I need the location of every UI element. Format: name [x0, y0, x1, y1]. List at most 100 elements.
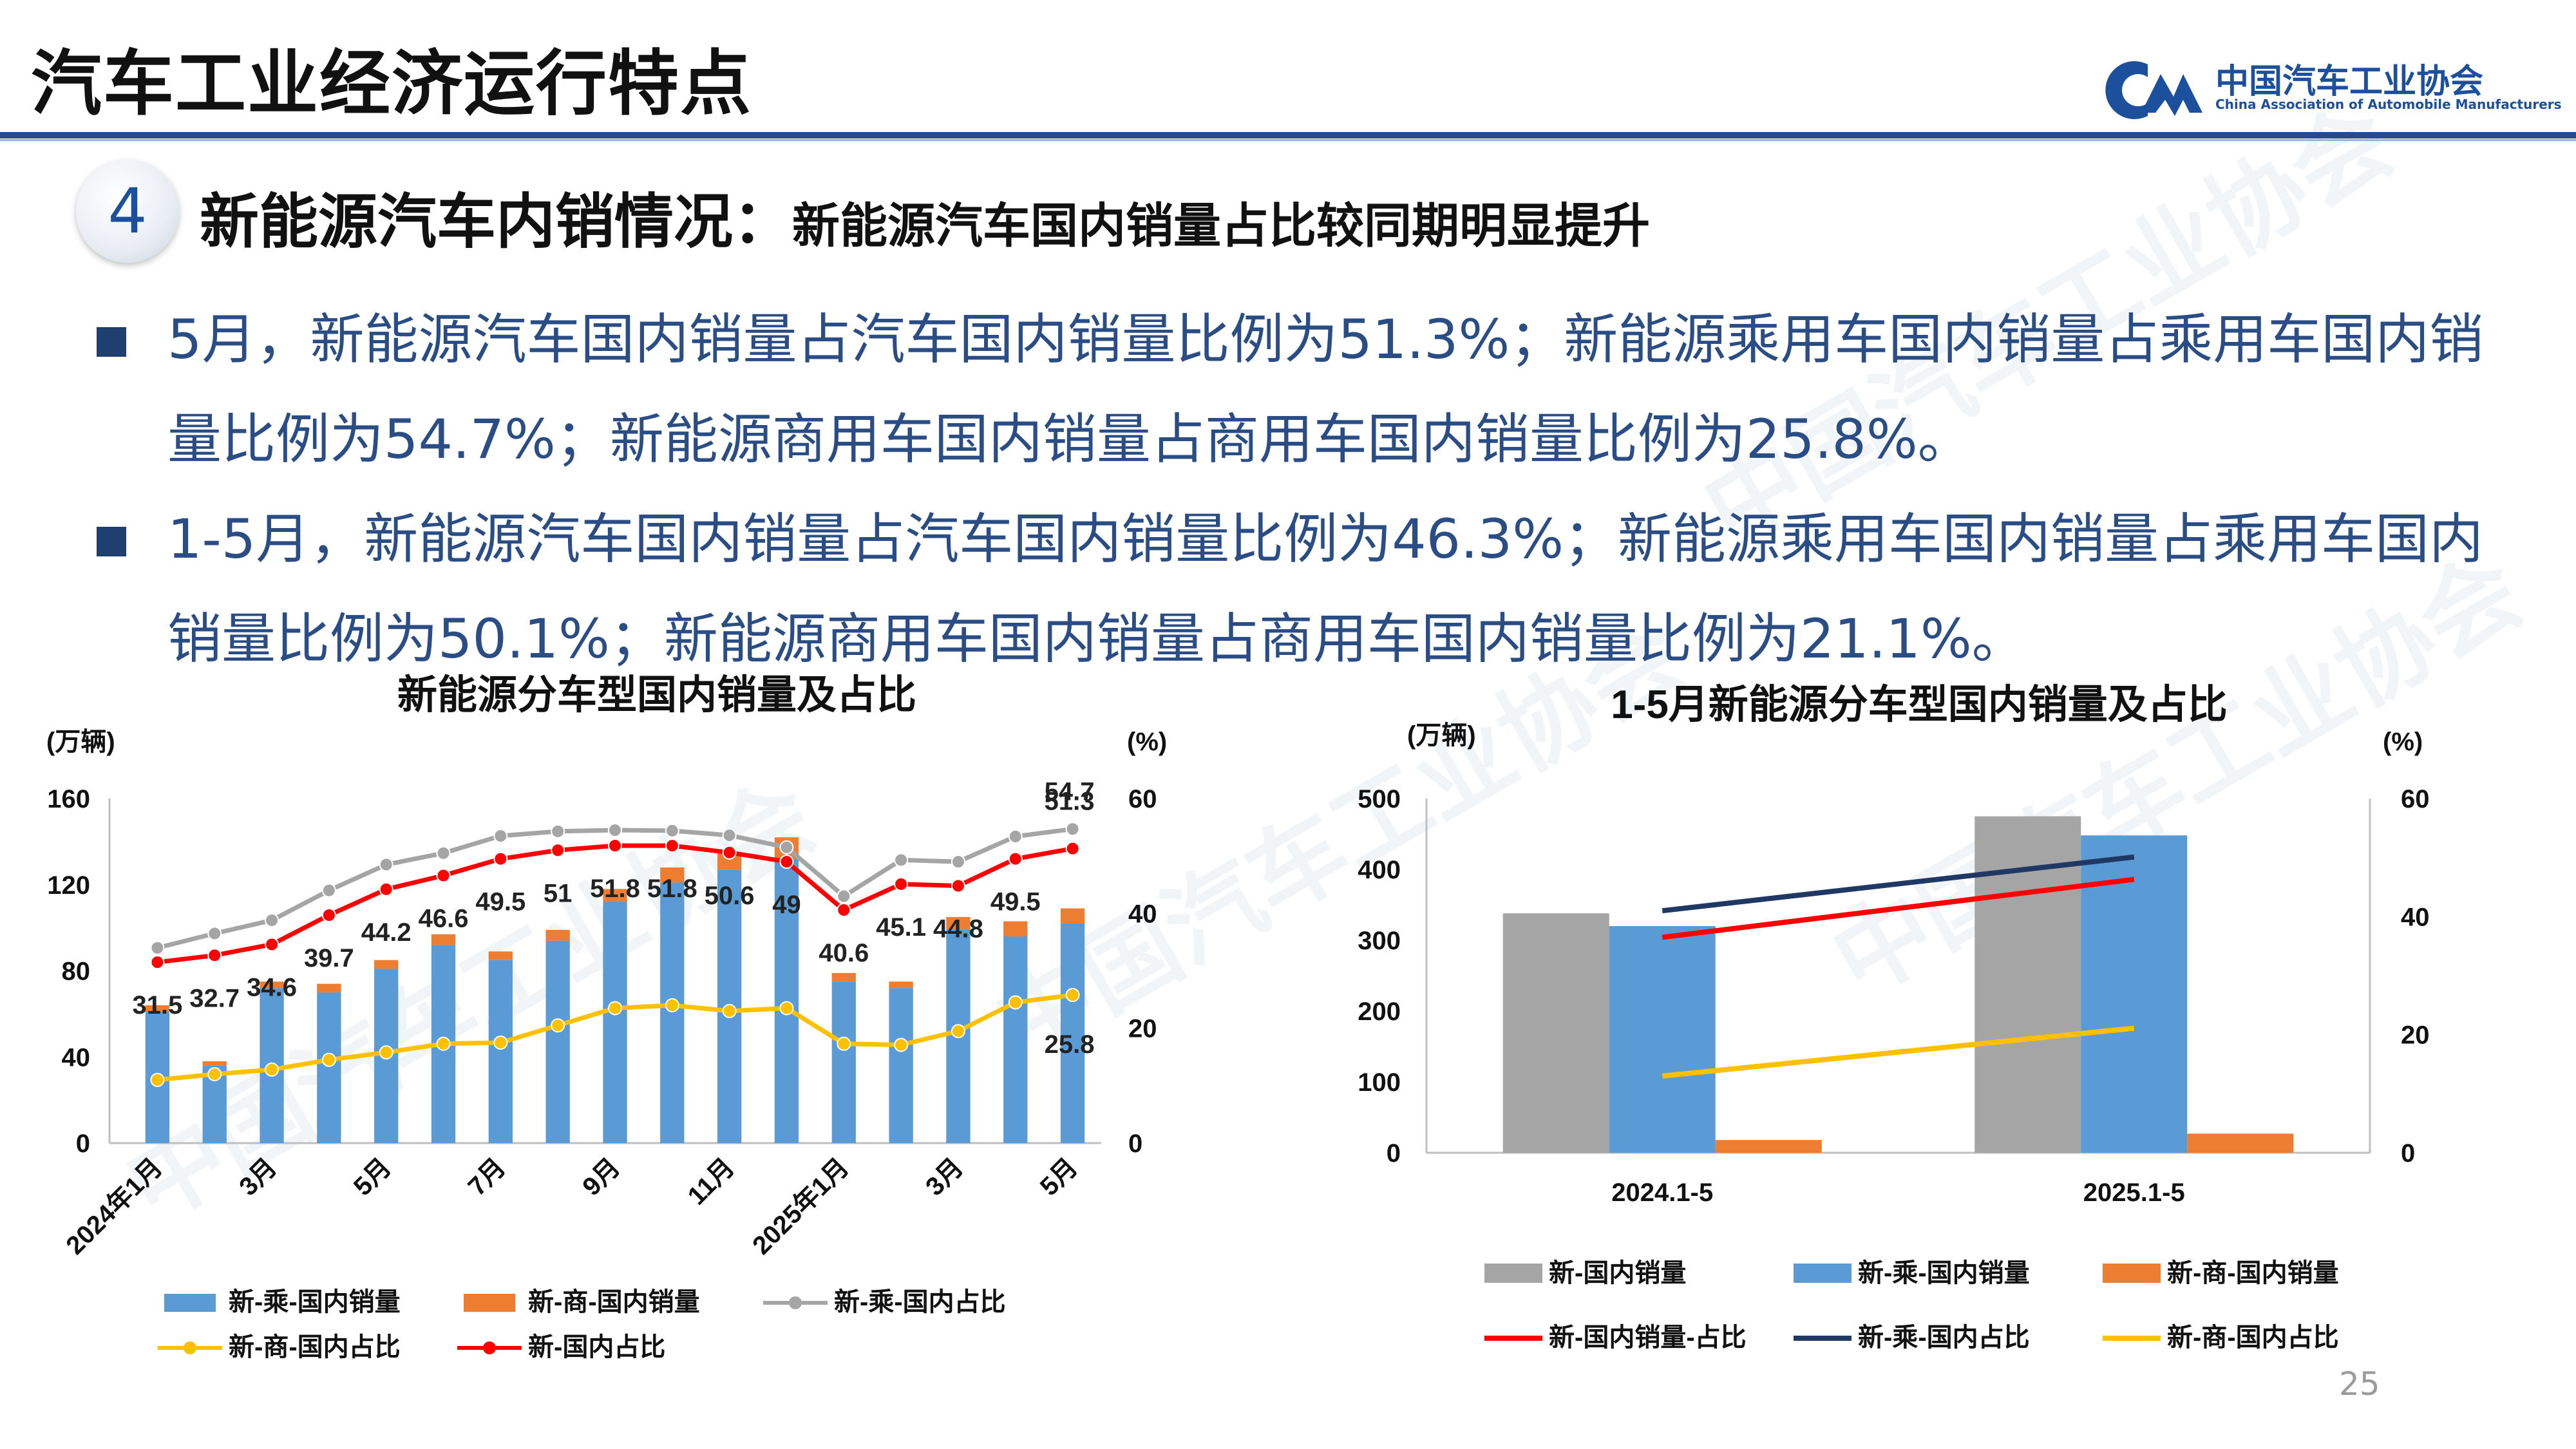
legend-label: 新-乘-国内占比 — [1858, 1323, 2030, 1352]
total-share-data-label: 50.6 — [705, 882, 755, 910]
commercial-share-point — [665, 998, 679, 1012]
passenger-share-point — [779, 840, 794, 855]
ytd-nev-chart-svg: 1-5月新能源分车型国内销量及占比(万辆) (%)0100200300400500… — [1358, 683, 2430, 1352]
bar-passenger-domestic — [889, 988, 913, 1143]
total-share-point — [1065, 841, 1080, 856]
passenger-share-point — [722, 828, 737, 843]
bar-passenger-domestic — [488, 960, 513, 1143]
legend-label: 新-国内销量-占比 — [1549, 1323, 1747, 1352]
legend-label: 新-商-国内销量 — [528, 1288, 700, 1316]
passenger-share-point — [551, 824, 565, 838]
total-share-data-label: 32.7 — [189, 984, 240, 1012]
commercial-share-point — [894, 1037, 909, 1052]
passenger-share-point — [951, 855, 965, 869]
y-right-tick-label: 20 — [2401, 1021, 2430, 1050]
y-left-tick-label: 400 — [1358, 856, 1401, 884]
y-right-tick-label: 0 — [2401, 1139, 2415, 1168]
section-title: 新能源汽车内销情况： — [200, 187, 793, 256]
y-right-tick-label: 20 — [1128, 1015, 1157, 1043]
passenger-share-point — [608, 823, 622, 838]
bar-commercial-domestic — [431, 934, 456, 945]
total-share-point — [722, 845, 737, 860]
total-share-data-label: 51.3 — [1045, 788, 1095, 816]
y-left-tick-label: 500 — [1358, 785, 1401, 813]
total-share-line — [1662, 876, 2135, 940]
passenger-share-point — [379, 857, 393, 872]
total-share-point — [1008, 851, 1023, 866]
x-tick-label: 11月 — [683, 1153, 740, 1210]
y-left-tick-label: 200 — [1358, 998, 1401, 1026]
legend-swatch — [464, 1294, 515, 1312]
header-rule — [0, 132, 2576, 138]
bullet-square-icon — [97, 327, 126, 357]
bar-passenger-domestic — [660, 882, 685, 1143]
bar-commercial-domestic — [145, 1005, 170, 1012]
y-left-tick-label: 160 — [47, 785, 90, 813]
chart-title: 新能源分车型国内销量及占比 — [397, 673, 916, 717]
y-left-tick-label: 0 — [76, 1130, 90, 1158]
legend-label: 新-国内占比 — [528, 1333, 665, 1361]
bar-commercial-domestic — [1003, 921, 1028, 936]
legend-label: 新-商-国内占比 — [2167, 1323, 2339, 1352]
bar-commercial-domestic — [889, 981, 913, 989]
bar-commercial-domestic — [488, 951, 513, 960]
passenger-share-point — [436, 846, 451, 860]
total-share-data-label: 46.6 — [419, 904, 469, 933]
x-tick-label: 7月 — [463, 1153, 511, 1201]
legend-swatch — [1484, 1264, 1542, 1283]
commercial-share-point — [951, 1024, 965, 1039]
y-right-unit-label: (%) — [1127, 728, 1167, 756]
logo-cn-text: 中国汽车工业协会 — [2215, 62, 2484, 101]
y-left-unit-label: (万辆) — [46, 728, 115, 756]
total-share-data-label: 49.5 — [990, 888, 1041, 916]
total-share-point — [436, 868, 451, 883]
total-share-data-label: 49.5 — [475, 888, 526, 916]
commercial-share-point — [722, 1003, 737, 1018]
y-left-tick-label: 100 — [1358, 1068, 1401, 1097]
bar-passenger-domestic — [774, 858, 799, 1143]
bar-commercial-domestic — [374, 960, 399, 969]
commercial-share-point — [379, 1045, 393, 1060]
bar-commercial-domestic — [545, 929, 570, 941]
header-rule-thin — [0, 139, 2576, 141]
bar-passenger-domestic — [1060, 923, 1085, 1143]
bar-passenger-domestic — [603, 902, 627, 1143]
total-share-data-label: 44.2 — [361, 918, 412, 947]
passenger-share-point — [837, 889, 851, 904]
total-share-data-label: 34.6 — [247, 973, 297, 1001]
y-left-tick-label: 80 — [62, 958, 91, 986]
total-share-data-label: 40.6 — [819, 939, 869, 967]
x-tick-label: 9月 — [577, 1153, 625, 1201]
page-number: 25 — [2339, 1365, 2380, 1403]
bullet-item: 5月，新能源汽车国内销量占汽车国内销量比例为51.3%；新能源乘用车国内销量占乘… — [97, 290, 2518, 489]
bar-total-domestic — [1502, 913, 1609, 1153]
total-share-data-label: 49 — [772, 891, 801, 919]
legend-label: 新-商-国内占比 — [229, 1333, 401, 1361]
y-left-tick-label: 0 — [1387, 1139, 1401, 1168]
commercial-share-point — [608, 1001, 622, 1016]
commercial-share-point — [779, 1001, 794, 1016]
total-share-data-label: 51.8 — [590, 875, 640, 903]
bullet-list: 5月，新能源汽车国内销量占汽车国内销量比例为51.3%；新能源乘用车国内销量占乘… — [97, 290, 2518, 689]
commercial-share-point — [265, 1062, 279, 1077]
passenger-share-data-label: 54.7 — [1045, 777, 1095, 806]
passenger-share-point — [1065, 822, 1080, 837]
passenger-share-point — [894, 853, 909, 867]
bar-passenger-domestic — [2081, 835, 2188, 1153]
x-tick-label: 2025年1月 — [747, 1153, 854, 1260]
legend-swatch-marker — [483, 1341, 496, 1354]
page-title: 汽车工业经济运行特点 — [31, 43, 752, 125]
x-tick-label: 5月 — [1035, 1153, 1083, 1201]
total-share-data-label: 45.1 — [876, 913, 926, 942]
section-heading: 新能源汽车内销情况：新能源汽车国内销量占比较同期明显提升 — [200, 174, 1650, 260]
x-tick-label: 2024.1-5 — [1611, 1179, 1713, 1207]
total-share-point — [207, 948, 222, 963]
bullet-text: 5月，新能源汽车国内销量占汽车国内销量比例为51.3%；新能源乘用车国内销量占乘… — [167, 308, 2484, 471]
total-share-data-label: 44.8 — [933, 915, 983, 943]
section-subtitle: 新能源汽车国内销量占比较同期明显提升 — [792, 198, 1651, 254]
caam-logo-icon — [2105, 61, 2202, 119]
commercial-share-point — [150, 1072, 165, 1087]
bar-commercial-domestic — [1060, 908, 1085, 923]
legend-label: 新-国内销量 — [1549, 1259, 1686, 1287]
x-tick-label: 2025.1-5 — [2083, 1179, 2185, 1207]
